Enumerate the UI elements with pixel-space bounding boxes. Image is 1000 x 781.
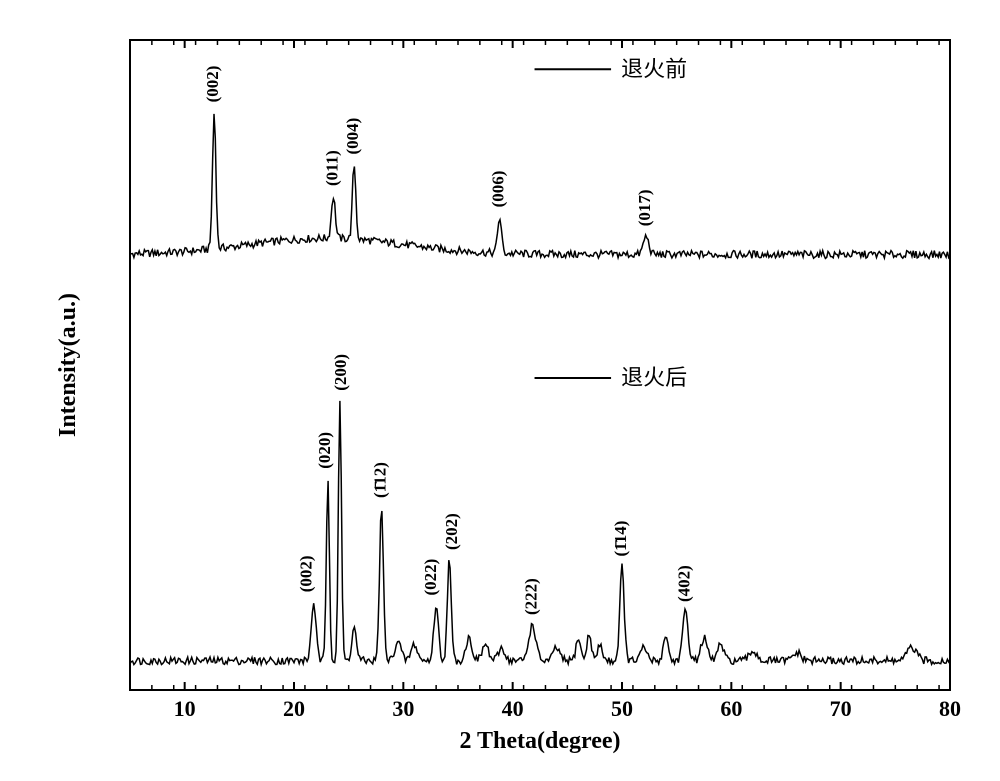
- x-tick-label: 10: [174, 696, 196, 721]
- peak-label: (002): [297, 555, 316, 592]
- x-tick-label: 60: [720, 696, 742, 721]
- x-tick-label: 30: [392, 696, 414, 721]
- peak-label: (011): [322, 150, 341, 186]
- peak-label: (202): [442, 513, 461, 550]
- peak-label: (022): [421, 559, 440, 596]
- y-axis-label: Intensity(a.u.): [55, 293, 81, 437]
- peak-label: (200): [331, 354, 350, 391]
- peak-label: (004): [343, 118, 362, 155]
- peak-label: (402): [674, 565, 693, 602]
- peak-label: (1̄12): [370, 462, 389, 498]
- peak-label: (1̄14): [611, 521, 630, 557]
- peak-label: (017): [635, 189, 654, 226]
- peak-label: (002): [203, 66, 222, 103]
- legend-label: 退火后: [621, 365, 687, 390]
- xrd-trace-after_anneal: [130, 401, 950, 665]
- x-axis-label: 2 Theta(degree): [459, 728, 620, 754]
- x-tick-label: 20: [283, 696, 305, 721]
- x-tick-label: 50: [611, 696, 633, 721]
- legend-label: 退火前: [621, 56, 687, 81]
- chart-svg: 10 20 30 40 50 60 70 80 2 Theta(degree) Intensity…: [20, 20, 980, 761]
- peak-label: (222): [521, 578, 540, 615]
- xrd-chart: 10 20 30 40 50 60 70 80 2 Theta(degree) Intensity…: [20, 20, 980, 761]
- x-tick-label: 80: [939, 696, 961, 721]
- x-tick-label: 70: [830, 696, 852, 721]
- peak-label: (020): [315, 432, 334, 469]
- xrd-trace-before_anneal: [130, 114, 950, 259]
- peak-label: (006): [488, 171, 507, 208]
- x-tick-label: 40: [502, 696, 524, 721]
